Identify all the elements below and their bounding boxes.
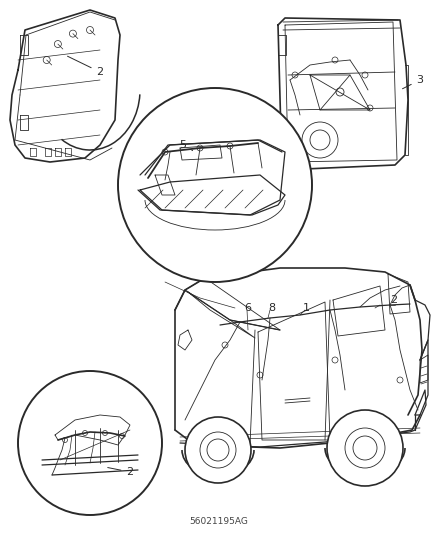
Text: 5: 5 xyxy=(180,140,193,151)
Text: 3: 3 xyxy=(403,75,424,89)
Text: 6: 6 xyxy=(244,303,251,313)
Circle shape xyxy=(327,410,403,486)
Text: 2: 2 xyxy=(108,467,134,477)
Circle shape xyxy=(18,371,162,515)
Text: 2: 2 xyxy=(390,295,397,305)
Text: 56021195AG: 56021195AG xyxy=(190,518,248,527)
Text: 8: 8 xyxy=(268,303,275,313)
Circle shape xyxy=(185,417,251,483)
Circle shape xyxy=(118,88,312,282)
Text: 2: 2 xyxy=(67,56,103,77)
Text: 1: 1 xyxy=(303,303,310,313)
